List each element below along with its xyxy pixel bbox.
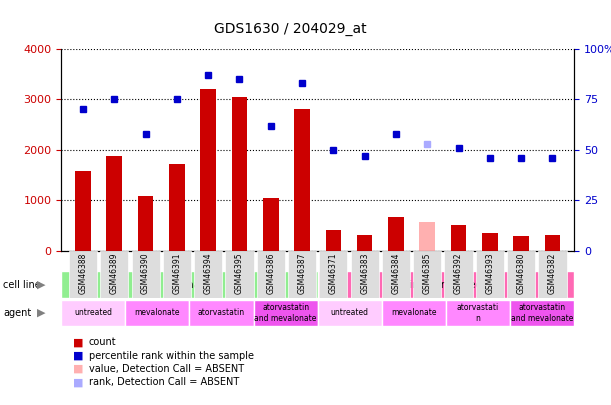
Text: GSM46380: GSM46380 — [517, 252, 525, 294]
FancyBboxPatch shape — [100, 251, 128, 298]
Text: primary: primary — [167, 279, 211, 290]
Text: ■: ■ — [73, 377, 84, 387]
Text: GSM46394: GSM46394 — [203, 252, 213, 294]
Text: GSM46385: GSM46385 — [423, 252, 432, 294]
FancyBboxPatch shape — [382, 300, 446, 326]
FancyBboxPatch shape — [131, 251, 159, 298]
Text: GSM46388: GSM46388 — [78, 252, 87, 294]
Text: mevalonate: mevalonate — [134, 308, 180, 318]
Bar — [419, 222, 435, 251]
FancyBboxPatch shape — [476, 251, 504, 298]
Text: GSM46382: GSM46382 — [548, 252, 557, 294]
Text: ■: ■ — [73, 351, 84, 360]
Text: atorvastatin: atorvastatin — [198, 308, 245, 318]
Bar — [169, 164, 185, 251]
Text: GSM46386: GSM46386 — [266, 252, 276, 294]
Text: GSM46391: GSM46391 — [172, 252, 181, 294]
Text: ■: ■ — [73, 364, 84, 374]
Text: atorvastatin
and mevalonate: atorvastatin and mevalonate — [254, 303, 317, 322]
Text: ▶: ▶ — [37, 279, 46, 290]
FancyBboxPatch shape — [538, 251, 566, 298]
Text: percentile rank within the sample: percentile rank within the sample — [89, 351, 254, 360]
Text: ▶: ▶ — [37, 308, 46, 318]
FancyBboxPatch shape — [413, 251, 441, 298]
Text: GSM46371: GSM46371 — [329, 252, 338, 294]
Text: agent: agent — [3, 308, 31, 318]
FancyBboxPatch shape — [382, 251, 410, 298]
Bar — [200, 89, 216, 251]
Text: GSM46392: GSM46392 — [454, 252, 463, 294]
Text: GSM46387: GSM46387 — [298, 252, 307, 294]
Text: GSM46389: GSM46389 — [110, 252, 119, 294]
Text: GSM46383: GSM46383 — [360, 252, 369, 294]
Text: value, Detection Call = ABSENT: value, Detection Call = ABSENT — [89, 364, 244, 374]
FancyBboxPatch shape — [510, 300, 574, 326]
FancyBboxPatch shape — [257, 251, 285, 298]
Bar — [137, 196, 153, 251]
Text: untreated: untreated — [74, 308, 112, 318]
Text: GDS1630 / 204029_at: GDS1630 / 204029_at — [214, 22, 367, 36]
Bar — [295, 109, 310, 251]
Text: GSM46390: GSM46390 — [141, 252, 150, 294]
Bar — [544, 235, 560, 251]
Bar — [451, 225, 466, 251]
FancyBboxPatch shape — [318, 300, 382, 326]
Bar — [357, 235, 373, 251]
Text: atorvastati
n: atorvastati n — [457, 303, 499, 322]
FancyBboxPatch shape — [320, 251, 348, 298]
Bar — [326, 230, 341, 251]
Bar — [75, 171, 91, 251]
Text: immortalized: immortalized — [409, 279, 483, 290]
FancyBboxPatch shape — [69, 251, 97, 298]
FancyBboxPatch shape — [446, 300, 510, 326]
Text: GSM46384: GSM46384 — [392, 252, 400, 294]
Bar — [482, 233, 498, 251]
FancyBboxPatch shape — [61, 300, 125, 326]
FancyBboxPatch shape — [288, 251, 316, 298]
Text: untreated: untreated — [331, 308, 369, 318]
FancyBboxPatch shape — [254, 300, 318, 326]
FancyBboxPatch shape — [189, 300, 254, 326]
FancyBboxPatch shape — [61, 271, 318, 298]
Bar — [106, 156, 122, 251]
Text: ■: ■ — [73, 337, 84, 347]
FancyBboxPatch shape — [444, 251, 473, 298]
Text: atorvastatin
and mevalonate: atorvastatin and mevalonate — [511, 303, 574, 322]
Text: GSM46393: GSM46393 — [485, 252, 494, 294]
Text: mevalonate: mevalonate — [391, 308, 437, 318]
FancyBboxPatch shape — [163, 251, 191, 298]
Bar — [388, 217, 404, 251]
FancyBboxPatch shape — [125, 300, 189, 326]
Text: GSM46395: GSM46395 — [235, 252, 244, 294]
FancyBboxPatch shape — [225, 251, 254, 298]
Text: count: count — [89, 337, 116, 347]
FancyBboxPatch shape — [194, 251, 222, 298]
Bar — [232, 97, 247, 251]
Bar — [263, 198, 279, 251]
Bar — [513, 236, 529, 251]
FancyBboxPatch shape — [318, 271, 574, 298]
FancyBboxPatch shape — [351, 251, 379, 298]
FancyBboxPatch shape — [507, 251, 535, 298]
Text: cell line: cell line — [3, 279, 41, 290]
Text: rank, Detection Call = ABSENT: rank, Detection Call = ABSENT — [89, 377, 239, 387]
